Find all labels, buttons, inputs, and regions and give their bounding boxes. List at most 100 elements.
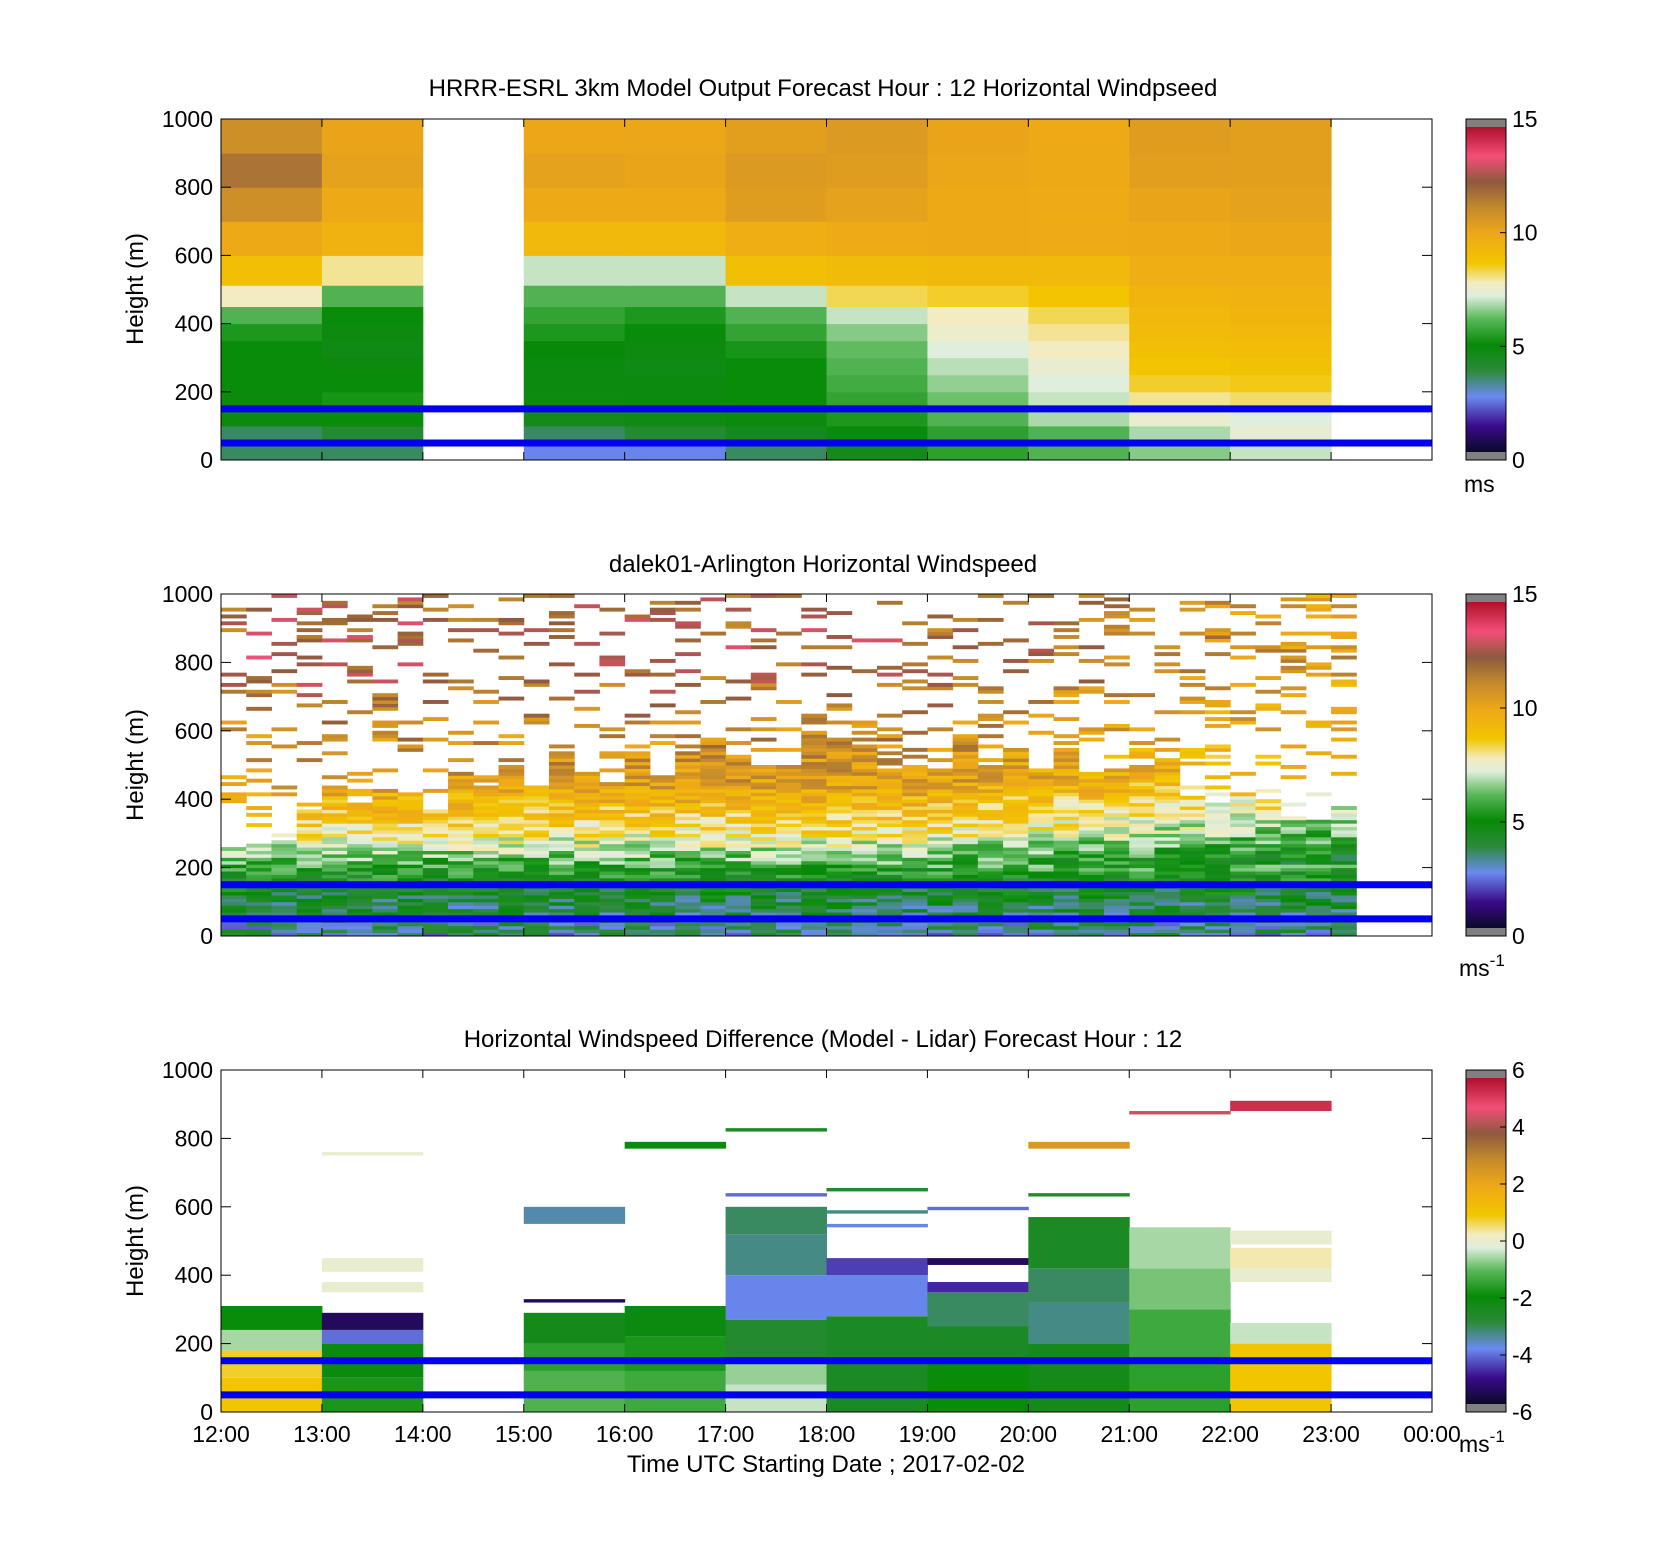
- heatmap-cell: [422, 617, 449, 622]
- heatmap-cell: [1129, 905, 1155, 910]
- heatmap-cell: [548, 809, 575, 814]
- heatmap-cell: [675, 867, 701, 872]
- heatmap-cell: [1003, 925, 1029, 930]
- heatmap-cell: [448, 864, 474, 869]
- heatmap-cell: [649, 894, 676, 899]
- heatmap-cell: [523, 850, 550, 855]
- heatmap-cell: [675, 829, 701, 834]
- heatmap-cell: [271, 867, 298, 872]
- heatmap-cell: [624, 905, 651, 910]
- heatmap-cell: [296, 741, 323, 745]
- heatmap-cell: [422, 717, 449, 722]
- heatmap-cell: [599, 812, 626, 817]
- heatmap-cell: [422, 672, 449, 677]
- heatmap-cell: [548, 905, 575, 910]
- heatmap-cell: [902, 843, 928, 848]
- heatmap-cell: [1305, 614, 1332, 619]
- heatmap-cell: [952, 932, 979, 937]
- heatmap-cell: [902, 857, 928, 862]
- heatmap-cell: [1053, 741, 1080, 745]
- heatmap-cell: [977, 829, 1004, 834]
- heatmap-cell: [1028, 700, 1055, 704]
- heatmap-cell: [927, 768, 954, 773]
- heatmap-cell: [826, 771, 853, 776]
- heatmap-cell: [246, 925, 272, 930]
- colorbar-gradient: [1466, 602, 1506, 928]
- heatmap-cell: [851, 795, 878, 800]
- heatmap-cell: [1129, 860, 1155, 865]
- heatmap-cell: [599, 888, 626, 893]
- heatmap-cell: [649, 891, 676, 896]
- heatmap-cell: [296, 877, 323, 882]
- heatmap-cell: [498, 785, 525, 790]
- heatmap-cell: [422, 843, 449, 848]
- heatmap-cell: [1154, 874, 1181, 879]
- heatmap-cell: [422, 891, 449, 896]
- heatmap-cell: [826, 1360, 928, 1412]
- heatmap-cell: [296, 635, 323, 639]
- heatmap-cell: [1255, 676, 1282, 680]
- heatmap-cell: [952, 891, 979, 896]
- heatmap-cell: [1154, 877, 1181, 882]
- heatmap-cell: [523, 221, 626, 256]
- heatmap-cell: [473, 860, 500, 865]
- heatmap-cell: [221, 672, 247, 677]
- heatmap-cell: [397, 840, 424, 845]
- heatmap-cell: [927, 323, 1029, 342]
- panel-lidar: dalek01-Arlington Horizontal Windspeed 0…: [122, 551, 1538, 981]
- heatmap-cell: [523, 806, 550, 810]
- heatmap-cell: [1003, 888, 1029, 893]
- heatmap-cell: [271, 908, 298, 913]
- heatmap-cell: [1104, 775, 1130, 780]
- heatmap-cell: [649, 905, 676, 910]
- heatmap-cell: [523, 860, 550, 865]
- heatmap-cell: [1255, 761, 1282, 766]
- heatmap-cell: [649, 775, 676, 780]
- heatmap-cell: [372, 823, 399, 828]
- heatmap-cell: [776, 775, 802, 780]
- x-tick-label: 12:00: [192, 1421, 250, 1447]
- heatmap-cell: [296, 621, 323, 626]
- heatmap-cell: [321, 840, 348, 845]
- heatmap-cell: [1204, 932, 1231, 937]
- heatmap-cell: [1230, 720, 1256, 725]
- heatmap-cell: [221, 374, 323, 393]
- heatmap-cell: [599, 891, 626, 896]
- colorbar-tick-label: 15: [1512, 581, 1538, 607]
- heatmap-cell: [750, 717, 777, 722]
- heatmap-cell: [1179, 912, 1206, 916]
- heatmap-cell: [1204, 717, 1231, 722]
- heatmap-cell: [876, 925, 903, 930]
- heatmap-cell: [826, 751, 853, 756]
- x-tick-label: 00:00: [1403, 1421, 1461, 1447]
- heatmap-cell: [221, 408, 323, 427]
- heatmap-cell: [599, 782, 626, 787]
- heatmap-cell: [1179, 908, 1206, 913]
- heatmap-cell: [347, 819, 373, 824]
- heatmap-cell: [624, 853, 651, 858]
- heatmap-cell: [1331, 826, 1357, 831]
- heatmap-cell: [296, 655, 323, 660]
- heatmap-cell: [725, 782, 752, 787]
- heatmap-cell: [1129, 888, 1155, 893]
- heatmap-cell: [498, 871, 525, 875]
- heatmap-cell: [523, 891, 550, 896]
- heatmap-cell: [1280, 850, 1307, 855]
- heatmap-cell: [1028, 898, 1055, 903]
- heatmap-cell: [826, 665, 853, 670]
- heatmap-cell: [977, 894, 1004, 899]
- heatmap-cell: [271, 641, 298, 646]
- heatmap-cell: [750, 775, 777, 780]
- heatmap-cell: [1028, 340, 1130, 359]
- heatmap-cell: [826, 323, 928, 342]
- heatmap-cell: [725, 819, 752, 824]
- heatmap-cell: [1129, 891, 1155, 896]
- heatmap-cell: [1028, 867, 1055, 872]
- heatmap-cell: [1078, 689, 1105, 694]
- heatmap-cell: [321, 843, 348, 848]
- heatmap-cell: [1028, 658, 1055, 663]
- heatmap-cell: [271, 727, 298, 732]
- heatmap-cell: [498, 734, 525, 739]
- heatmap-cell: [1204, 826, 1231, 831]
- heatmap-cell: [1053, 717, 1080, 722]
